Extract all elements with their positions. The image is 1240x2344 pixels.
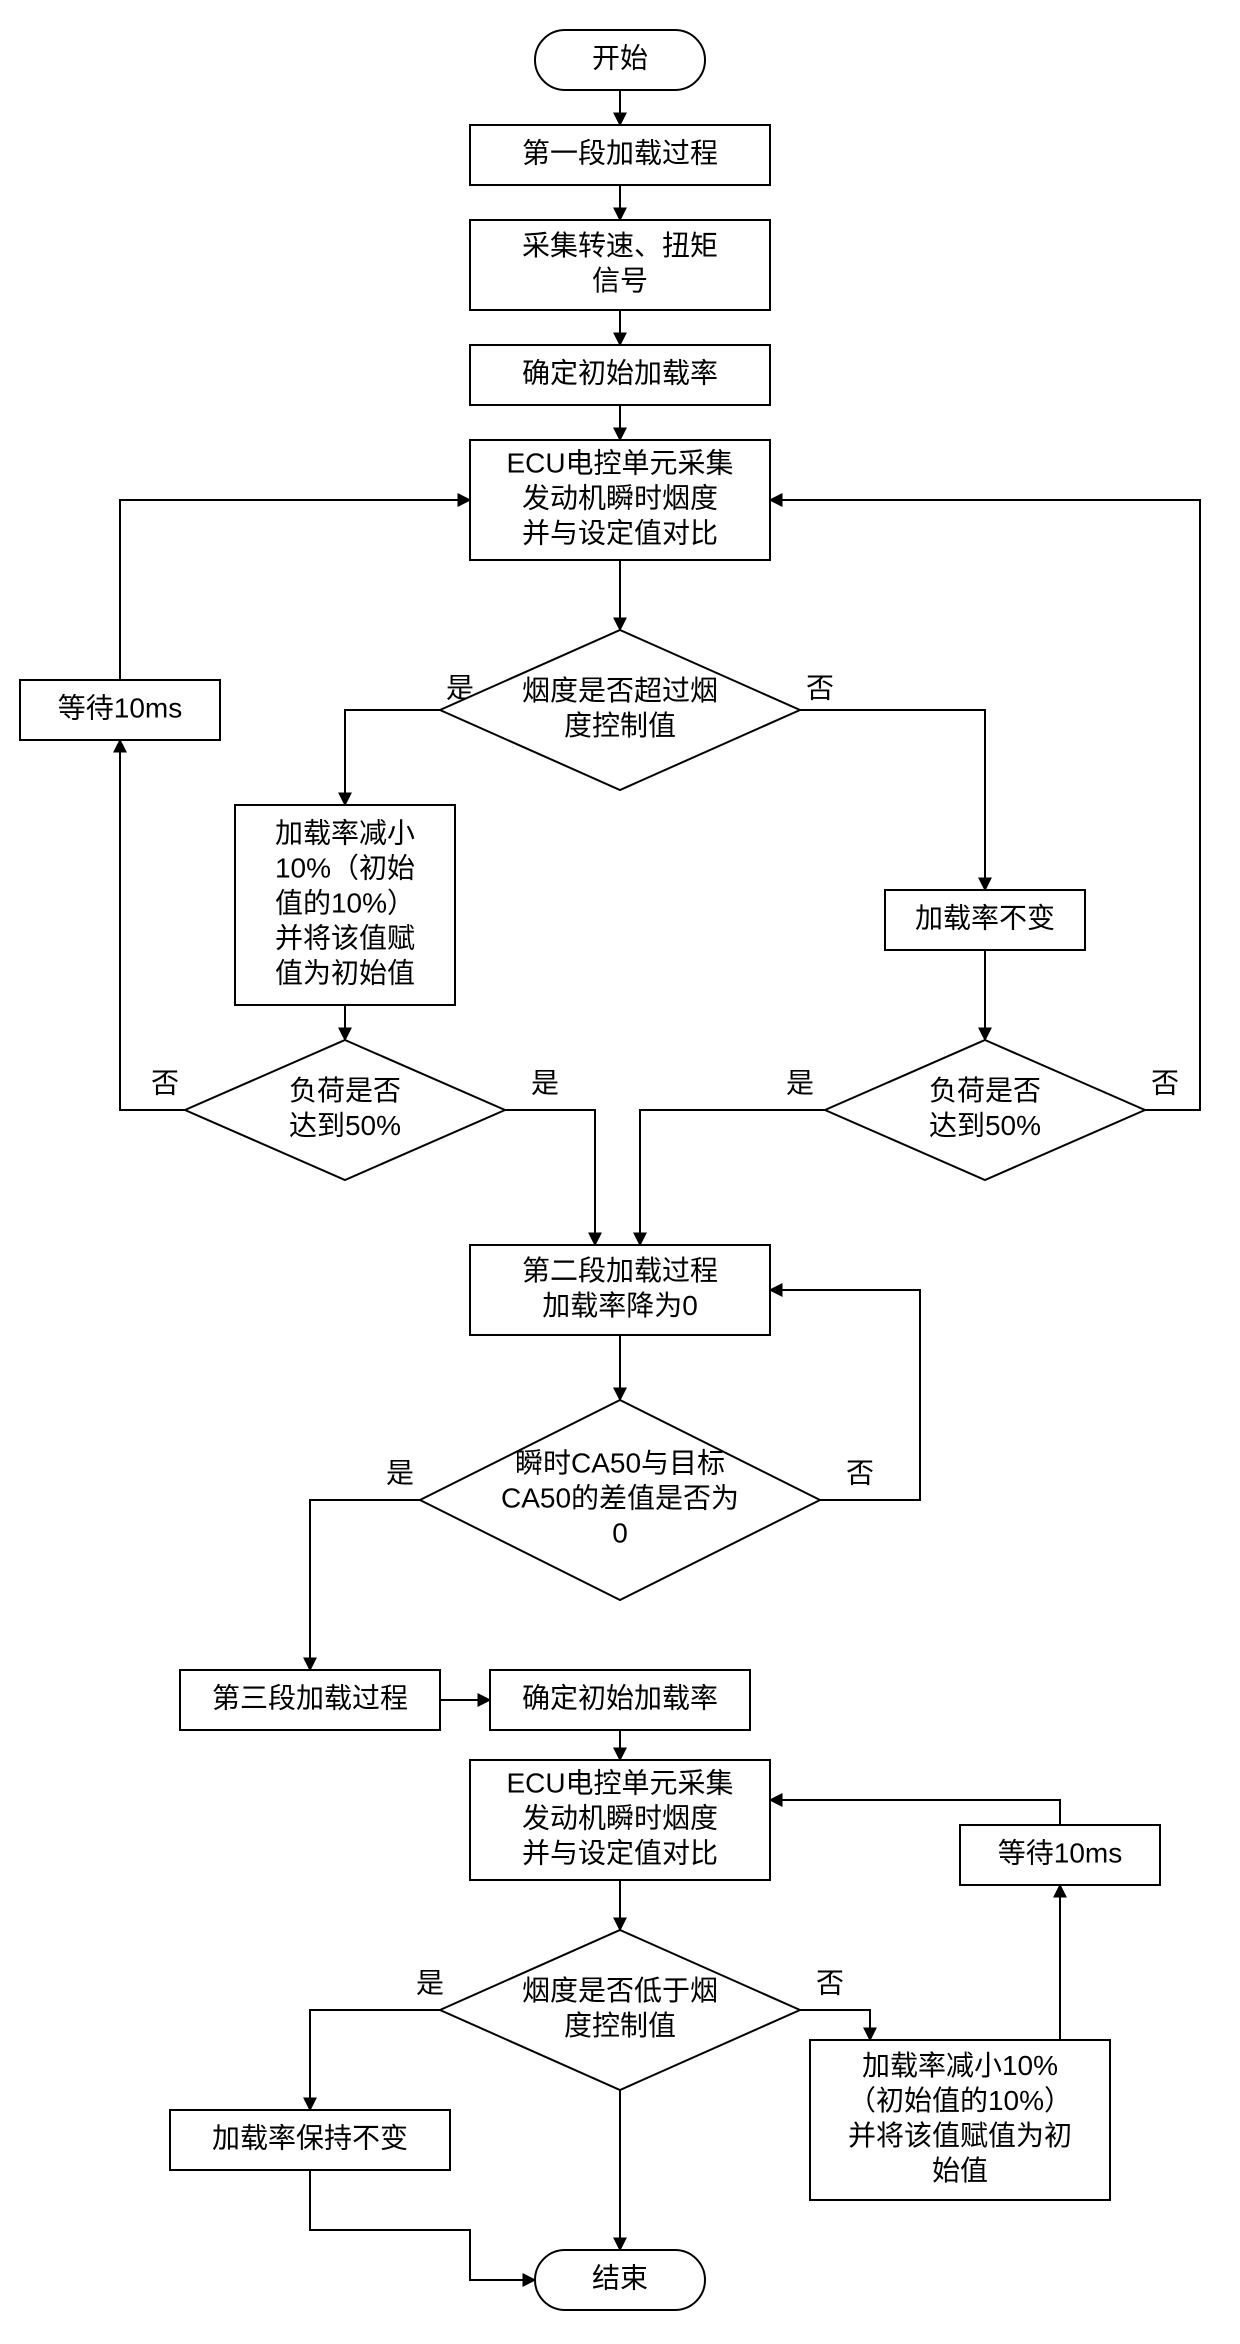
node-label: 0 bbox=[612, 1517, 628, 1548]
node-label: ECU电控单元采集 bbox=[506, 1767, 733, 1798]
node-wait2: 等待10ms bbox=[960, 1825, 1160, 1885]
node-wait1: 等待10ms bbox=[20, 680, 220, 740]
node-label: 烟度是否低于烟 bbox=[522, 1975, 718, 2006]
edge-label: 是 bbox=[786, 1067, 814, 1098]
edge-label: 否 bbox=[1151, 1067, 1179, 1098]
node-d2R: 负荷是否达到50% bbox=[825, 1040, 1145, 1180]
edge-label: 是 bbox=[416, 1967, 444, 1998]
node-label: 加载率减小10% bbox=[862, 2050, 1058, 2081]
node-reduceL: 加载率减小 10%（初始值的10%） 并将该值赋值为初始值 bbox=[235, 805, 455, 1005]
node-label: 第一段加载过程 bbox=[522, 137, 718, 168]
node-label: ECU电控单元采集 bbox=[506, 447, 733, 478]
node-label: 确定初始加载率 bbox=[522, 1682, 718, 1713]
node-label: 第二段加载过程 bbox=[522, 1255, 718, 1286]
node-label: 值为初始值 bbox=[275, 957, 415, 988]
node-label: 发动机瞬时烟度 bbox=[522, 482, 718, 513]
node-label: 发动机瞬时烟度 bbox=[522, 1802, 718, 1833]
edge-label: 否 bbox=[816, 1967, 844, 1998]
node-label: 加载率减小 bbox=[275, 817, 415, 848]
node-reduceB: 加载率减小10% （初始值的10%） 并将该值赋值为初始值 bbox=[810, 2040, 1110, 2200]
node-label: 10%（初始 bbox=[275, 852, 415, 883]
node-label: 始值 bbox=[932, 2155, 988, 2186]
node-label: 信号 bbox=[592, 265, 648, 296]
node-label: 结束 bbox=[592, 2262, 648, 2293]
node-start: 开始 bbox=[535, 30, 705, 90]
node-label: 并与设定值对比 bbox=[522, 517, 718, 548]
node-p5: 第二段加载过程加载率降为0 bbox=[470, 1245, 770, 1335]
node-end: 结束 bbox=[535, 2250, 705, 2310]
node-label: 度控制值 bbox=[564, 2010, 676, 2041]
node-label: 度控制值 bbox=[564, 710, 676, 741]
node-label: 值的10%） bbox=[275, 887, 415, 918]
node-label: 等待10ms bbox=[998, 1837, 1122, 1868]
edge-label: 否 bbox=[151, 1067, 179, 1098]
edge-label: 是 bbox=[386, 1457, 414, 1488]
node-p1: 第一段加载过程 bbox=[470, 125, 770, 185]
node-label: 达到50% bbox=[929, 1110, 1041, 1141]
node-label: 等待10ms bbox=[58, 692, 182, 723]
node-label: 瞬时CA50与目标 bbox=[515, 1447, 725, 1478]
node-label: 开始 bbox=[592, 42, 648, 73]
edge-label: 否 bbox=[806, 672, 834, 703]
node-p6: 第三段加载过程 bbox=[180, 1670, 440, 1730]
node-d4: 烟度是否低于烟度控制值 bbox=[440, 1930, 800, 2090]
node-d1: 烟度是否超过烟度控制值 bbox=[440, 630, 800, 790]
node-label: 烟度是否超过烟 bbox=[522, 675, 718, 706]
node-p7: 确定初始加载率 bbox=[490, 1670, 750, 1730]
node-keepB: 加载率保持不变 bbox=[170, 2110, 450, 2170]
edge-label: 否 bbox=[846, 1457, 874, 1488]
node-p4: ECU电控单元采集发动机瞬时烟度并与设定值对比 bbox=[470, 440, 770, 560]
node-label: （初始值的10%） bbox=[848, 2085, 1072, 2116]
node-label: 采集转速、扭矩 bbox=[522, 230, 718, 261]
node-label: 负荷是否 bbox=[929, 1075, 1041, 1106]
node-label: 确定初始加载率 bbox=[522, 357, 718, 388]
node-label: 达到50% bbox=[289, 1110, 401, 1141]
node-d3: 瞬时CA50与目标 CA50的差值是否为 0 bbox=[420, 1400, 820, 1600]
node-label: 加载率保持不变 bbox=[212, 2122, 408, 2153]
edge-label: 是 bbox=[531, 1067, 559, 1098]
node-label: 并与设定值对比 bbox=[522, 1837, 718, 1868]
node-label: CA50的差值是否为 bbox=[501, 1482, 739, 1513]
node-p2: 采集转速、扭矩信号 bbox=[470, 220, 770, 310]
node-label: 加载率降为0 bbox=[542, 1290, 698, 1321]
node-label: 加载率不变 bbox=[915, 902, 1055, 933]
node-keepR: 加载率不变 bbox=[885, 890, 1085, 950]
node-label: 并将该值赋 bbox=[275, 922, 415, 953]
node-label: 第三段加载过程 bbox=[212, 1682, 408, 1713]
node-label: 负荷是否 bbox=[289, 1075, 401, 1106]
node-label: 并将该值赋值为初 bbox=[848, 2120, 1072, 2151]
node-d2L: 负荷是否达到50% bbox=[185, 1040, 505, 1180]
node-p8: ECU电控单元采集发动机瞬时烟度并与设定值对比 bbox=[470, 1760, 770, 1880]
node-p3: 确定初始加载率 bbox=[470, 345, 770, 405]
